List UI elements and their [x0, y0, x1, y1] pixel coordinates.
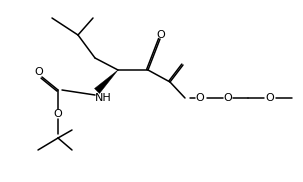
- Text: O: O: [196, 93, 205, 103]
- Text: O: O: [35, 67, 43, 77]
- Text: NH: NH: [95, 93, 112, 103]
- Text: O: O: [157, 30, 165, 40]
- Text: O: O: [266, 93, 275, 103]
- Text: O: O: [224, 93, 232, 103]
- Text: O: O: [54, 109, 62, 119]
- Polygon shape: [95, 70, 118, 94]
